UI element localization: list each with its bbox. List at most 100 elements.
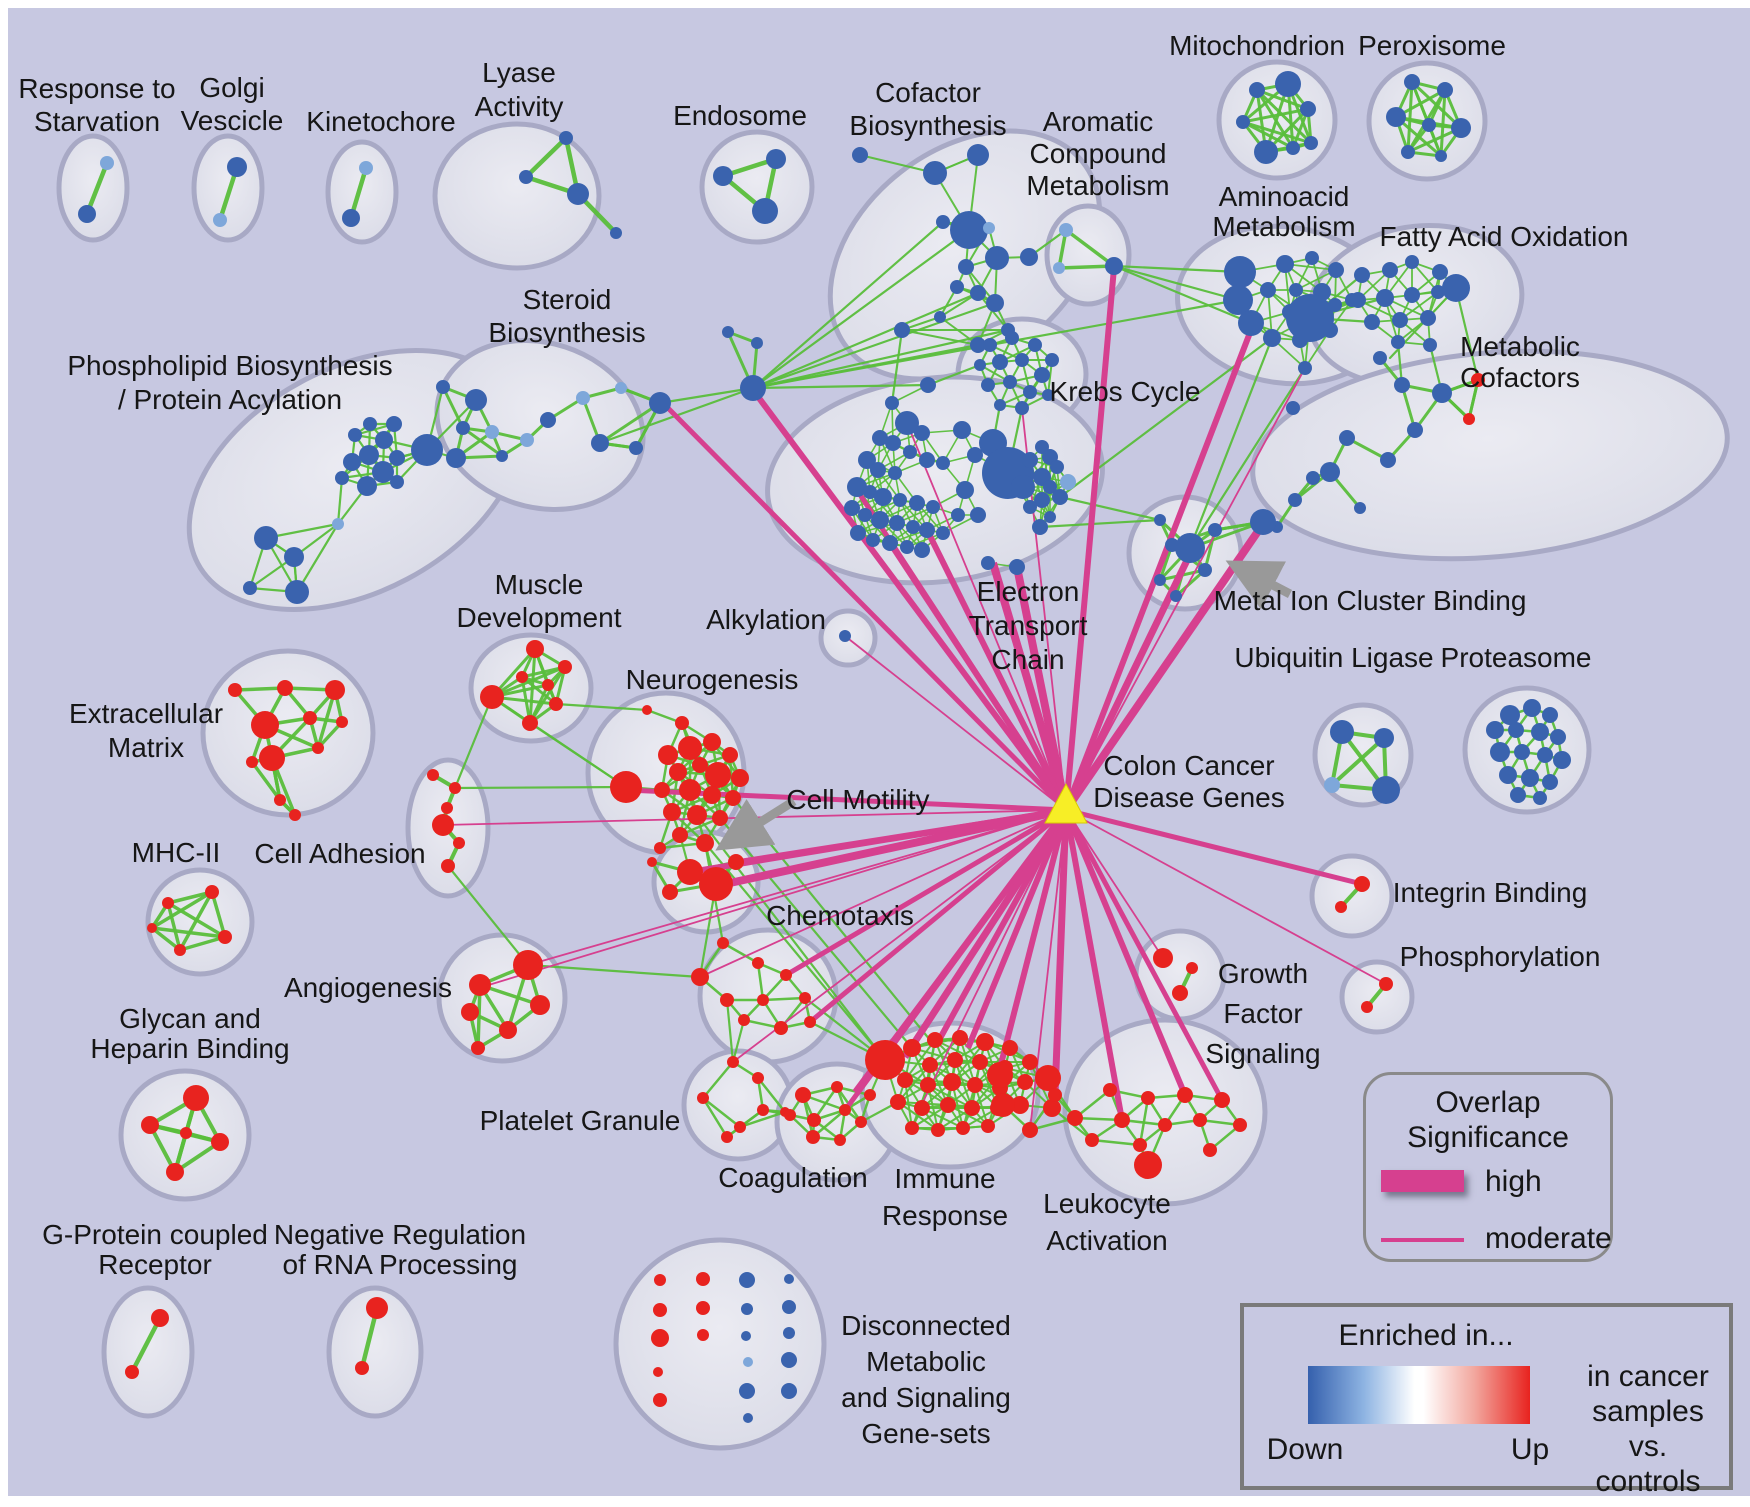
green-edge — [150, 890, 214, 930]
label-steroid-biosynthesis: Steroid — [523, 284, 612, 315]
gene-set-node — [1391, 335, 1405, 349]
label-steroid-biosynthesis: Biosynthesis — [488, 317, 645, 348]
gene-set-node — [1442, 274, 1470, 302]
gradient-down-label: Down — [1266, 1433, 1344, 1466]
gene-set-node — [1017, 1074, 1033, 1090]
gene-set-node — [1361, 1001, 1373, 1013]
gene-set-node — [1490, 742, 1510, 762]
gene-set-node — [1042, 389, 1054, 401]
gene-set-node — [1015, 353, 1029, 367]
gene-set-node — [974, 359, 986, 371]
gene-set-node — [1420, 310, 1436, 326]
overlap-edge-high — [735, 807, 1067, 865]
gene-set-node — [734, 1121, 746, 1133]
gene-set-node — [1392, 312, 1408, 328]
gene-set-node — [870, 462, 886, 478]
gene-set-node — [1035, 1065, 1061, 1091]
gene-set-node — [284, 547, 304, 567]
gene-set-node — [1022, 1122, 1038, 1138]
overlap-edge-high — [997, 809, 1069, 1069]
label-leukocyte-activation: Leukocyte — [1043, 1188, 1171, 1219]
gene-set-node — [864, 1089, 876, 1101]
gene-set-node — [795, 1087, 811, 1103]
label-cofactor-biosynthesis: Biosynthesis — [849, 110, 1006, 141]
gene-set-node — [976, 1033, 994, 1051]
gene-set-node — [1382, 262, 1398, 278]
green-edge — [904, 1039, 936, 1081]
gene-set-node — [782, 1300, 796, 1314]
gene-set-node — [1022, 452, 1038, 468]
gene-set-node — [722, 326, 734, 338]
gene-set-node — [874, 488, 892, 506]
gene-set-node — [366, 1297, 388, 1319]
gene-set-node — [903, 1039, 921, 1057]
gene-set-node — [888, 466, 902, 480]
gene-set-node — [970, 337, 986, 353]
gene-set-node — [934, 311, 946, 323]
gene-set-node — [1114, 1112, 1130, 1128]
gene-set-node — [166, 1163, 184, 1181]
label-endosome: Endosome — [673, 100, 807, 131]
gene-set-node — [540, 412, 556, 428]
gene-set-node — [1373, 351, 1387, 365]
gene-set-node — [922, 1057, 938, 1073]
gene-set-node — [629, 441, 643, 455]
label-growth-factor-signaling: Growth — [1218, 958, 1308, 989]
gene-set-node — [847, 477, 867, 497]
overlap-edge-high — [808, 808, 1068, 1024]
gene-set-node — [1320, 462, 1340, 482]
label-phospholipid-biosynthesis-protein-acylation: / Protein Acylation — [118, 384, 342, 415]
gene-set-node — [1335, 901, 1347, 913]
gene-set-node — [752, 957, 764, 969]
gene-set-node — [858, 451, 876, 469]
gene-set-node — [1508, 722, 1524, 738]
gene-set-node — [427, 769, 439, 781]
label-cofactor-biosynthesis: Cofactor — [875, 77, 981, 108]
gene-set-node — [1364, 314, 1380, 330]
green-edge — [336, 476, 344, 526]
gene-set-node — [1260, 282, 1276, 298]
label-disconnected-metabolic-and-signaling-gene-sets: Disconnected — [841, 1310, 1011, 1341]
gene-set-node — [1300, 101, 1316, 117]
gene-set-node — [211, 1133, 229, 1151]
gene-set-node — [920, 377, 936, 393]
gene-set-node — [871, 511, 889, 529]
gene-set-node — [513, 950, 543, 980]
gene-set-node — [703, 733, 721, 751]
gene-set-node — [858, 508, 872, 522]
gene-set-node — [1103, 1083, 1117, 1097]
gene-set-node — [678, 736, 702, 760]
gene-set-node — [151, 1309, 169, 1327]
gene-set-node — [991, 1093, 1015, 1117]
overlap-edge-high — [1051, 809, 1070, 1096]
gene-set-node — [970, 285, 986, 301]
overlap-edge-moderate — [481, 809, 1067, 988]
gene-set-node — [752, 1072, 764, 1084]
gene-set-node — [246, 756, 258, 768]
gene-set-node — [697, 1329, 709, 1341]
gene-set-node — [647, 857, 657, 867]
gene-set-node — [1105, 257, 1123, 275]
green-edge — [210, 890, 227, 939]
gene-set-node — [251, 711, 279, 739]
gene-set-node — [453, 837, 465, 849]
green-edge — [1064, 228, 1116, 268]
gene-set-node — [675, 716, 689, 730]
gene-set-node — [895, 411, 919, 435]
gene-set-node — [1423, 338, 1437, 352]
label-integrin-binding: Integrin Binding — [1393, 877, 1588, 908]
overlap-edge-high — [750, 388, 1069, 812]
gene-set-node — [1451, 118, 1471, 138]
overlap-edge-high — [1013, 566, 1070, 811]
label-coagulation: Coagulation — [718, 1162, 867, 1193]
gene-set-node — [1154, 514, 1166, 526]
gene-set-node — [1514, 744, 1530, 760]
green-edge — [1255, 88, 1310, 111]
gene-set-node — [970, 507, 986, 523]
gene-set-node — [1043, 480, 1057, 494]
gene-set-node — [357, 476, 377, 496]
green-edge — [1330, 736, 1386, 787]
gene-set-node — [1394, 377, 1410, 393]
cluster-ellipse-platelet-granule — [681, 1048, 795, 1162]
gene-set-node — [289, 809, 301, 821]
